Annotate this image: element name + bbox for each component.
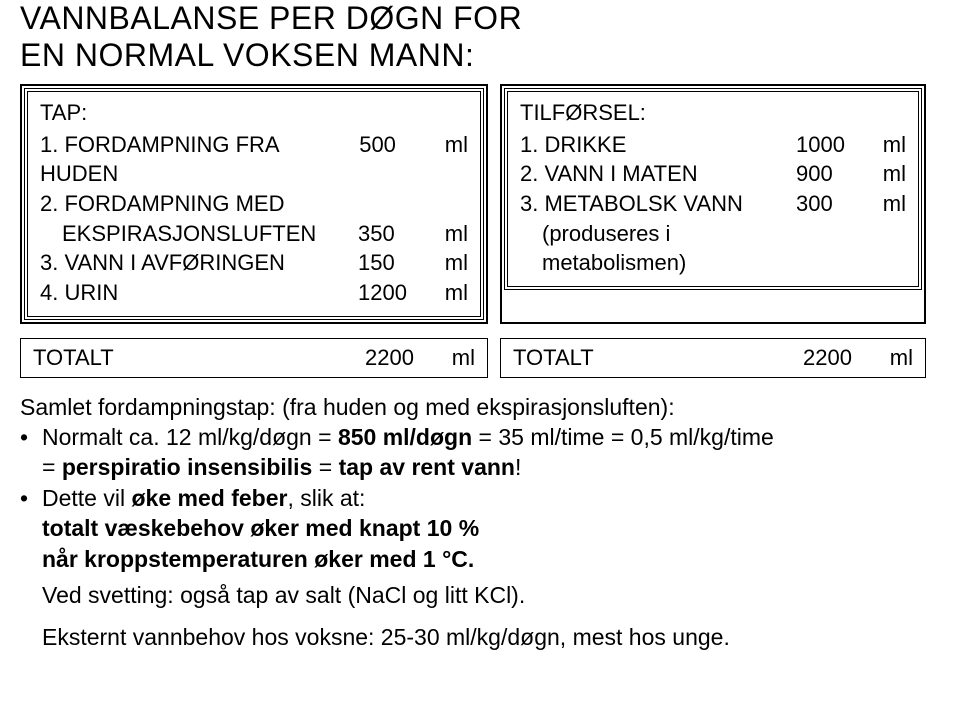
tap-row-num: 150 <box>358 248 395 278</box>
title-line-1: VANNBALANSE PER DØGN FOR <box>20 0 940 37</box>
para-1: Samlet fordampningstap: (fra huden og me… <box>20 392 940 422</box>
tf-row-label: 2. VANN I MATEN <box>520 159 796 189</box>
b1e: perspiratio insensibilis <box>62 454 313 480</box>
tf-row-label: 3. METABOLSK VANN <box>520 189 796 219</box>
total-right-unit: ml <box>890 345 913 371</box>
total-left-num: 2200 <box>365 345 414 371</box>
bullet-dot-icon: • <box>20 422 42 452</box>
tap-row-num: 1200 <box>358 278 407 308</box>
title-line-2: EN NORMAL VOKSEN MANN: <box>20 37 940 74</box>
tap-header: TAP: <box>40 100 468 126</box>
total-right-num: 2200 <box>803 345 852 371</box>
b1f: = <box>312 454 338 480</box>
tf-sub-2: metabolismen) <box>520 248 906 278</box>
tap-row-label: 2. FORDAMPNING MED <box>40 189 358 219</box>
total-right-label: TOTALT <box>513 345 803 371</box>
tf-row-num: 1000 <box>796 130 845 160</box>
b1-bold: 850 ml/døgn <box>338 424 472 450</box>
b1g: tap av rent vann <box>339 454 515 480</box>
b2a: Dette vil <box>42 485 131 511</box>
tap-row-label: 3. VANN I AVFØRINGEN <box>40 248 358 278</box>
tap-row-3: 3. VANN I AVFØRINGEN 150 ml <box>40 248 468 278</box>
tap-row-2: 2. FORDAMPNING MED <box>40 189 468 219</box>
tf-row-2: 2. VANN I MATEN 900 ml <box>520 159 906 189</box>
tf-sub-1: (produseres i <box>520 219 906 249</box>
b1-part: = 35 ml/time = 0,5 ml/kg/time <box>472 424 774 450</box>
tf-row-unit: ml <box>883 130 906 160</box>
tap-row-num: 500 <box>359 130 396 189</box>
page-title: VANNBALANSE PER DØGN FOR EN NORMAL VOKSE… <box>0 0 960 84</box>
total-left: TOTALT 2200 ml <box>20 338 488 378</box>
tap-row-unit: ml <box>445 278 468 308</box>
bullet-1: • Normalt ca. 12 ml/kg/døgn = 850 ml/døg… <box>20 422 940 452</box>
tf-row-num: 900 <box>796 159 833 189</box>
tilforsel-box: TILFØRSEL: 1. DRIKKE 1000 ml 2. VANN I MA… <box>500 84 926 324</box>
tf-row-num: 300 <box>796 189 833 219</box>
b2c: , slik at: <box>287 485 365 511</box>
bullet-dot-icon: • <box>20 483 42 513</box>
tf-row-1: 1. DRIKKE 1000 ml <box>520 130 906 160</box>
tap-row-unit: ml <box>445 219 468 249</box>
total-right: TOTALT 2200 ml <box>500 338 926 378</box>
tf-row-3: 3. METABOLSK VANN 300 ml <box>520 189 906 219</box>
tap-row-4: 4. URIN 1200 ml <box>40 278 468 308</box>
tap-row-label: 4. URIN <box>40 278 358 308</box>
b1h: ! <box>515 454 521 480</box>
tilforsel-header: TILFØRSEL: <box>520 100 906 126</box>
b2b: øke med feber <box>131 485 287 511</box>
total-left-label: TOTALT <box>33 345 365 371</box>
tf-row-label: 1. DRIKKE <box>520 130 796 160</box>
tap-row-num: 350 <box>358 219 395 249</box>
tf-row-unit: ml <box>883 159 906 189</box>
b2d: totalt væskebehov øker med knapt 10 % <box>20 513 940 543</box>
tf-row-unit: ml <box>883 189 906 219</box>
b2e: når kroppstemperaturen øker med 1 °C. <box>20 544 940 574</box>
tables-row: TAP: 1. FORDAMPNING FRA HUDEN 500 ml 2. F… <box>0 84 960 324</box>
bullet-1-cont: = perspiratio insensibilis = tap av rent… <box>20 452 940 482</box>
tap-row-1: 1. FORDAMPNING FRA HUDEN 500 ml <box>40 130 468 189</box>
body-text: Samlet fordampningstap: (fra huden og me… <box>0 386 960 653</box>
tap-row-label: EKSPIRASJONSLUFTEN <box>40 219 358 249</box>
tap-row-unit: ml <box>445 130 468 189</box>
tap-row-unit: ml <box>445 248 468 278</box>
bullet-2: • Dette vil øke med feber, slik at: <box>20 483 940 513</box>
total-left-unit: ml <box>452 345 475 371</box>
totals-row: TOTALT 2200 ml TOTALT 2200 ml <box>0 324 960 386</box>
tap-box: TAP: 1. FORDAMPNING FRA HUDEN 500 ml 2. F… <box>20 84 488 324</box>
last-line: Eksternt vannbehov hos voksne: 25-30 ml/… <box>20 622 940 652</box>
b1-part: Normalt ca. 12 ml/kg/døgn = <box>42 424 338 450</box>
tap-row-label: 1. FORDAMPNING FRA HUDEN <box>40 130 359 189</box>
b2f: Ved svetting: også tap av salt (NaCl og … <box>20 580 940 610</box>
b1d: = <box>42 454 62 480</box>
tap-row-2b: EKSPIRASJONSLUFTEN 350 ml <box>40 219 468 249</box>
